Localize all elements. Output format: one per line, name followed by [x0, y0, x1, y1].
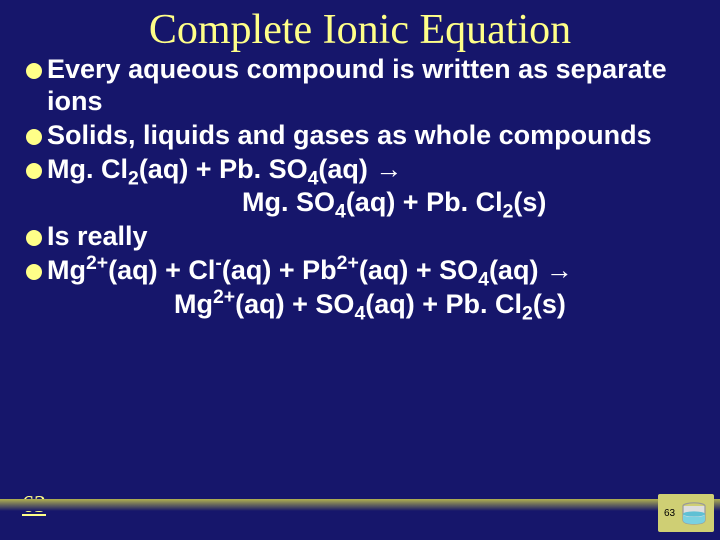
bullet-text: Mg2+(aq) + SO4(aq) + Pb. Cl2(s): [26, 289, 694, 321]
footer-gradient: [0, 499, 720, 511]
page-badge: 63: [658, 494, 714, 532]
bullet-text: Every aqueous compound is written as sep…: [47, 54, 694, 118]
bullet-text: Mg. Cl2(aq) + Pb. SO4(aq) →: [47, 154, 694, 186]
bullet-icon: [26, 230, 42, 246]
page-number-badge: 63: [664, 508, 675, 519]
bullet-icon: [26, 63, 42, 79]
slide-body: Every aqueous compound is written as sep…: [0, 54, 720, 321]
bullet-text: Solids, liquids and gases as whole compo…: [47, 120, 694, 152]
bullet-line: Solids, liquids and gases as whole compo…: [26, 120, 694, 152]
bullet-continuation: Mg2+(aq) + SO4(aq) + Pb. Cl2(s): [26, 289, 694, 321]
footer-area: 63: [0, 498, 720, 536]
bullet-icon: [26, 129, 42, 145]
bullet-line: Is really: [26, 221, 694, 253]
bullet-text: Mg. SO4(aq) + Pb. Cl2(s): [26, 187, 694, 219]
bullet-icon: [26, 264, 42, 280]
beaker-icon: [679, 500, 709, 526]
bullet-text: Is really: [47, 221, 694, 253]
bullet-line: Every aqueous compound is written as sep…: [26, 54, 694, 118]
slide-title: Complete Ionic Equation: [0, 0, 720, 54]
bullet-line: Mg. Cl2(aq) + Pb. SO4(aq) →: [26, 154, 694, 186]
bullet-text: Mg2+(aq) + Cl-(aq) + Pb2+(aq) + SO4(aq) …: [47, 255, 694, 287]
bullet-line: Mg2+(aq) + Cl-(aq) + Pb2+(aq) + SO4(aq) …: [26, 255, 694, 287]
bullet-icon: [26, 163, 42, 179]
bullet-continuation: Mg. SO4(aq) + Pb. Cl2(s): [26, 187, 694, 219]
